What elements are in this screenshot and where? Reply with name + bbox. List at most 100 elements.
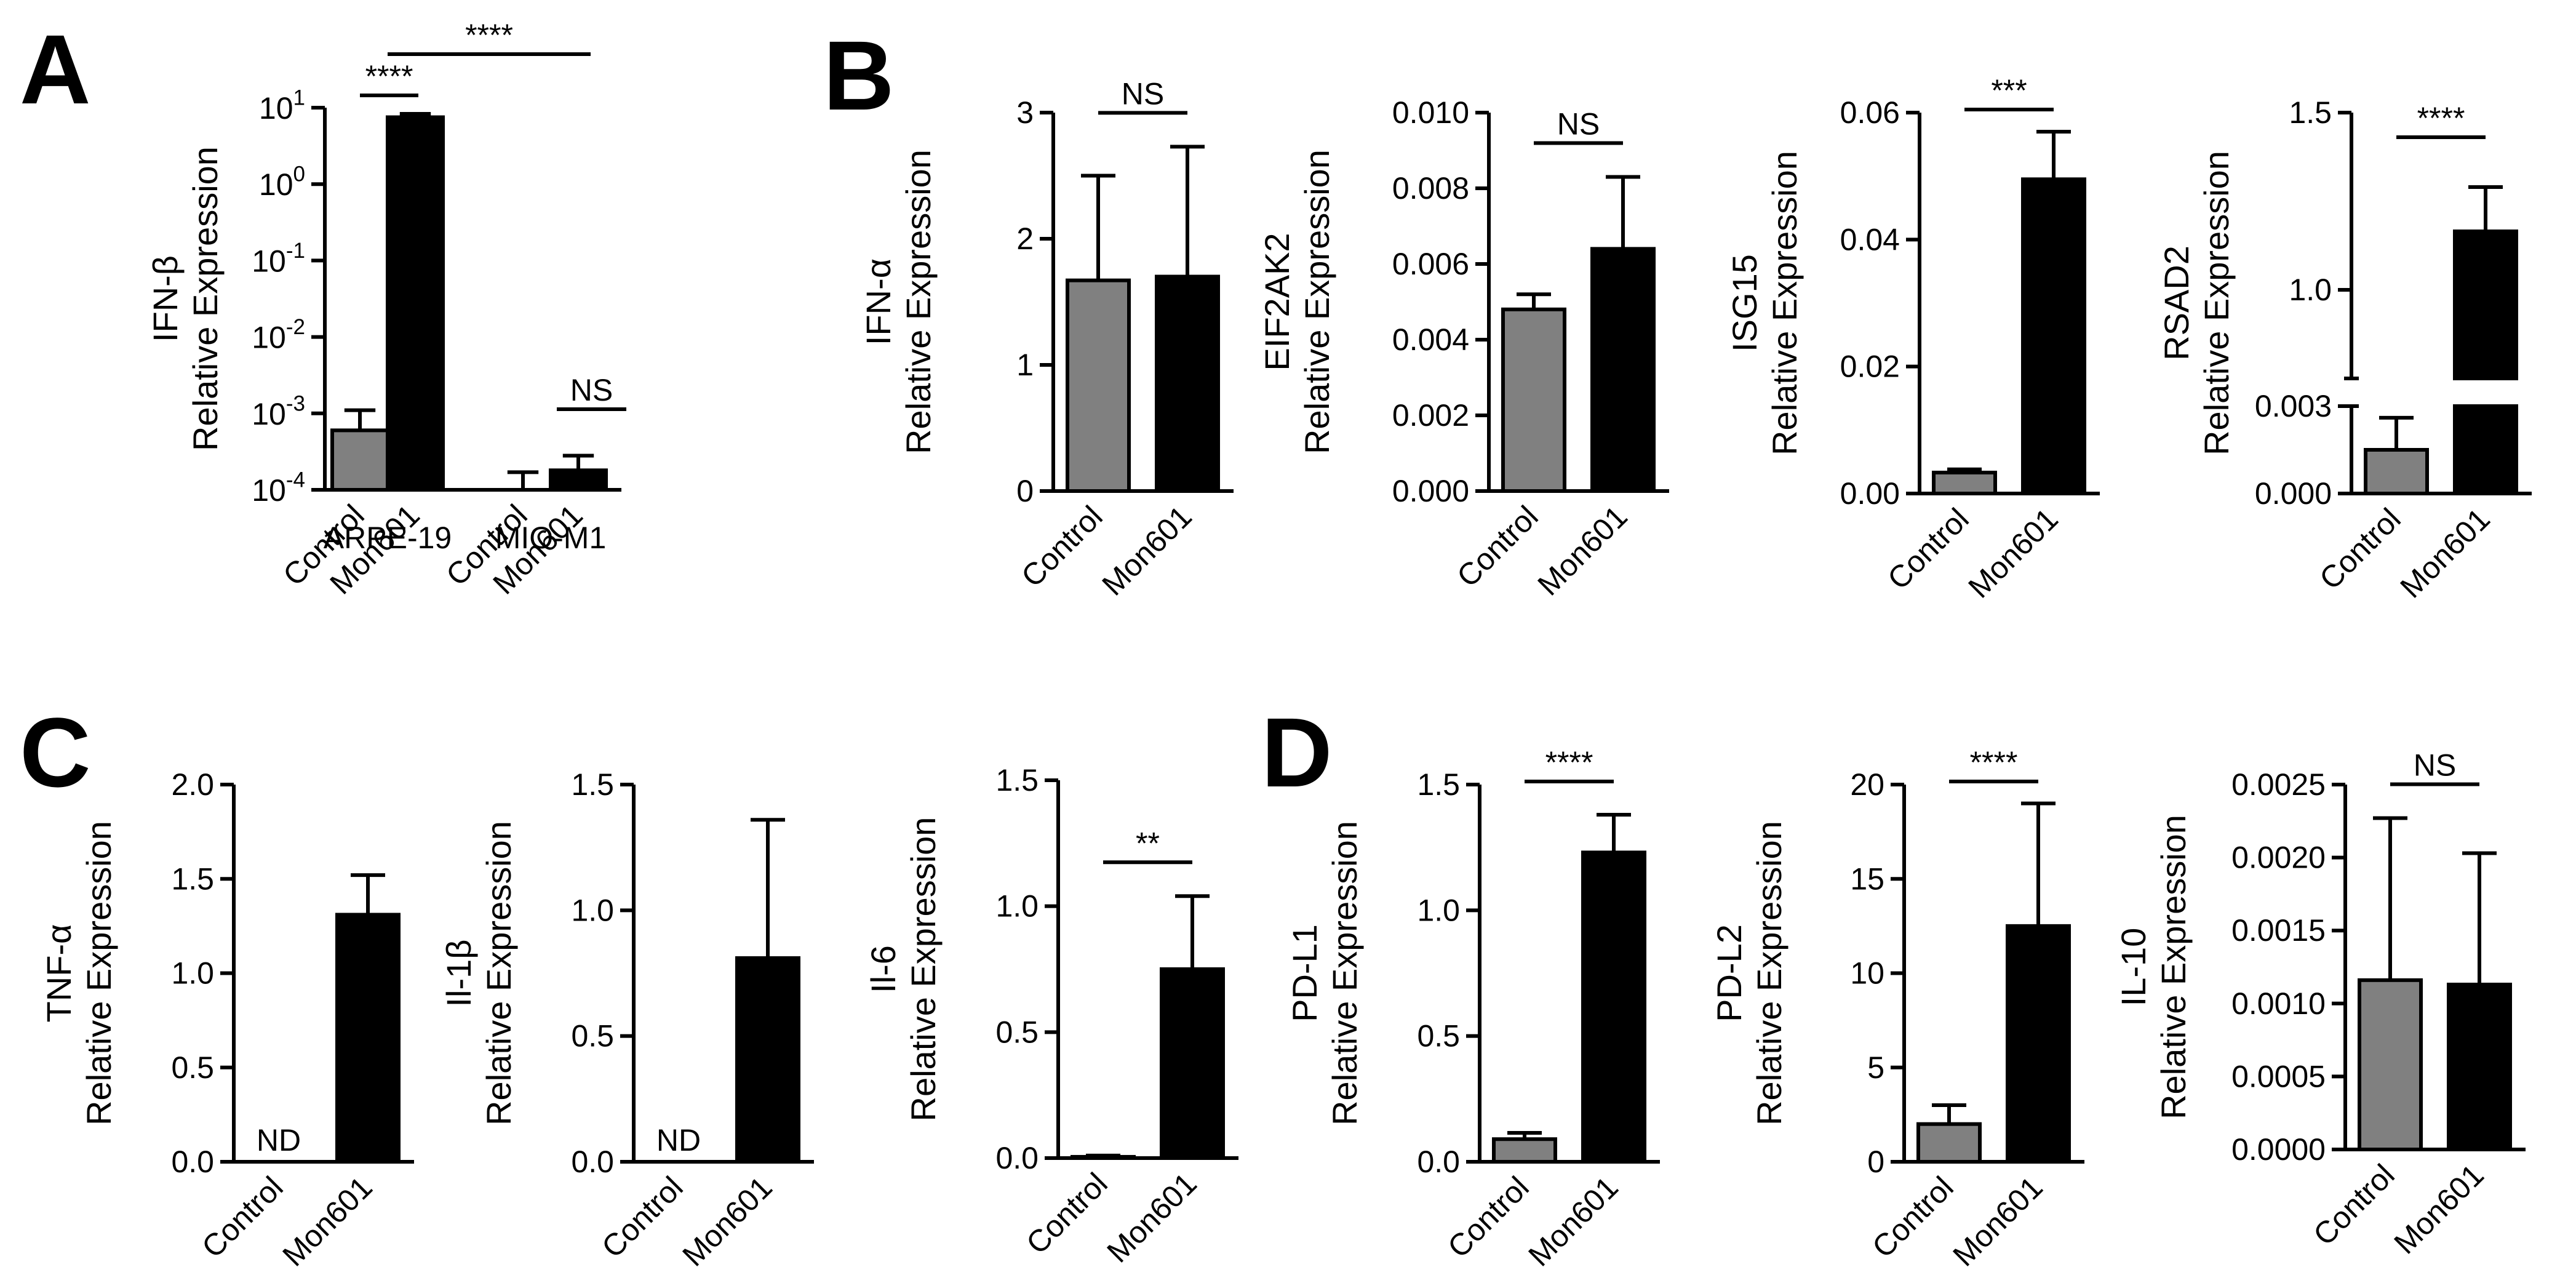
chart-11: 0.0000 0.0005 0.0010 0.0015 0.0020 0.0025 IL-1…: [2114, 748, 2526, 1261]
y-tick-label: 10-4: [252, 468, 305, 508]
chart-10: 0 5 10 15 20 PD-L2 Relative Expression ControlM…: [1710, 745, 2084, 1273]
y-tick-label: 15: [1850, 861, 1884, 896]
bar-mon601: [335, 913, 401, 1164]
chart-3: 0.000 0.002 0.004 0.006 0.008 0.010 EIF2AK2 Rel…: [1258, 95, 1669, 602]
y-axis-title: Il-1β: [439, 939, 478, 1007]
y-tick-label: 0.0015: [2231, 913, 2326, 948]
y-axis-title: IFN-β: [146, 255, 185, 342]
y-tick-label: 0.010: [1392, 95, 1469, 130]
bar-mon601: [1155, 274, 1220, 493]
bar-mon601: [735, 956, 800, 1164]
y-tick-label: 0.5: [571, 1019, 614, 1053]
y-tick-label: 0.003: [2255, 389, 2332, 423]
x-tick-label: Mon601: [276, 1170, 378, 1273]
bar-control: [2364, 448, 2429, 495]
significance-label: ****: [1970, 745, 2018, 780]
bar-control: [1932, 470, 1997, 496]
x-tick-label: Control: [195, 1170, 290, 1265]
y-axis-title: EIF2AK2: [1258, 233, 1296, 370]
y-tick-label: 10-1: [252, 239, 305, 279]
y-tick-label: 0.02: [1840, 350, 1900, 384]
y-tick-label: 0.0: [171, 1145, 214, 1179]
y-tick-label: 2: [1016, 222, 1034, 256]
y-tick-label: 1.0: [995, 889, 1039, 924]
y-tick-label: 0.002: [1392, 398, 1469, 433]
bar-mon601: [386, 115, 445, 492]
y-axis-title: Relative Expression: [2154, 815, 2193, 1119]
y-axis-title: IL-10: [2114, 928, 2153, 1007]
not-detected-label: ND: [656, 1123, 701, 1157]
x-tick-label: Control: [1019, 1166, 1114, 1261]
y-axis-title: Relative Expression: [1325, 821, 1364, 1125]
y-tick-label: 1.0: [571, 893, 614, 927]
panel-label-c: C: [20, 697, 91, 807]
y-tick-label: 0.00: [1840, 476, 1900, 511]
y-axis-title: Relative Expression: [479, 821, 518, 1125]
chart-4: 0.00 0.02 0.04 0.06 ISG15 Relative Expression…: [1725, 73, 2100, 605]
y-tick-label: 0.000: [1392, 474, 1469, 508]
x-tick-label: Mon601: [1961, 502, 2064, 604]
y-axis-title: Relative Expression: [904, 817, 943, 1122]
y-axis-title: Il-6: [864, 945, 903, 993]
y-tick-label: 0.0010: [2231, 986, 2326, 1021]
panel-label-a: A: [20, 14, 91, 124]
significance-label: ****: [2417, 101, 2465, 135]
y-tick-label: 100: [259, 162, 305, 202]
bar-mon601: [2021, 177, 2086, 495]
y-tick-label: 0.5: [1417, 1019, 1460, 1053]
group-label: ARPE-19: [324, 521, 452, 555]
y-axis-title: RSAD2: [2157, 246, 2196, 361]
chart-9: 0.0 0.5 1.0 1.5 PD-L1 Relative Expression Cont…: [1285, 745, 1660, 1273]
y-tick-label: 0.5: [171, 1050, 214, 1085]
y-tick-label: 0.0: [571, 1145, 614, 1179]
y-tick-label: 0.0025: [2231, 767, 2326, 802]
y-tick-label: 0.0000: [2231, 1132, 2326, 1167]
y-tick-label: 3: [1016, 95, 1034, 130]
x-tick-label: Mon601: [1521, 1170, 1624, 1273]
bar-mon601: [1160, 967, 1225, 1160]
y-tick-label: 1.5: [1417, 767, 1460, 802]
y-axis-title: Relative Expression: [79, 821, 118, 1125]
x-tick-label: Control: [1881, 502, 1976, 596]
y-tick-label: 2.0: [171, 767, 214, 802]
x-tick-label: Control: [2313, 502, 2407, 596]
y-axis-title: Relative Expression: [2197, 151, 2236, 455]
y-tick-label: 10: [1850, 956, 1884, 991]
x-tick-label: Mon601: [676, 1170, 778, 1273]
y-tick-label: 0.000: [2255, 476, 2332, 511]
y-tick-label: 20: [1850, 767, 1884, 802]
bar-mon601: [2006, 924, 2071, 1164]
significance-label: ****: [465, 18, 513, 52]
significance-label: NS: [2414, 748, 2456, 783]
y-tick-label: 1.0: [2289, 273, 2332, 307]
chart-7: 0.0 0.5 1.0 1.5 Il-1β Relative Expression ND Co…: [439, 767, 814, 1273]
not-detected-label: ND: [257, 1123, 301, 1157]
bar-control: [2358, 978, 2423, 1152]
y-tick-label: 0.004: [1392, 322, 1469, 357]
x-tick-label: Control: [1865, 1170, 1960, 1265]
y-tick-label: 0.0020: [2231, 841, 2326, 875]
significance-label: NS: [1122, 76, 1164, 111]
y-tick-label: 5: [1867, 1050, 1884, 1085]
y-axis-title: Relative Expression: [1765, 151, 1804, 455]
y-tick-label: 101: [259, 86, 305, 126]
y-tick-label: 10-2: [252, 315, 305, 355]
x-tick-label: Mon601: [1095, 499, 1198, 602]
x-tick-label: Control: [1015, 499, 1109, 594]
significance-label: NS: [1557, 107, 1600, 142]
panel-label-d: D: [1261, 697, 1333, 807]
bar-mon601: [2447, 982, 2512, 1151]
bar-control: [1501, 307, 1566, 493]
y-tick-label: 1: [1016, 348, 1034, 382]
y-tick-label: 1.5: [571, 767, 614, 802]
x-tick-label: Mon601: [1100, 1166, 1203, 1269]
x-tick-label: Mon601: [2393, 502, 2496, 604]
y-axis-title: TNF-α: [39, 924, 78, 1023]
y-tick-label: 1.5: [2289, 95, 2332, 130]
x-tick-label: Control: [595, 1170, 690, 1265]
y-tick-label: 0.0005: [2231, 1059, 2326, 1093]
chart-6: 0.0 0.5 1.0 1.5 2.0 TNF-α Relative Expression N…: [39, 767, 414, 1273]
bar-mon601: [1581, 850, 1646, 1164]
x-tick-label: Mon601: [2387, 1157, 2490, 1260]
x-tick-label: Control: [1450, 499, 1545, 594]
